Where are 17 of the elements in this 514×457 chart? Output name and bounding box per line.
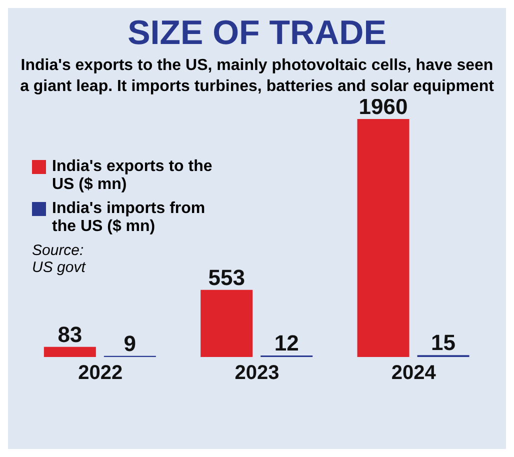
data-label: 83 bbox=[58, 322, 82, 347]
data-label: 12 bbox=[274, 330, 299, 356]
x-tick-label: 2022 bbox=[78, 362, 123, 384]
legend-label: India's imports from the US ($ mn) bbox=[52, 200, 206, 236]
chart-subtitle: India's exports to the US, mainly photovoltaic cells, have seen a giant leap. It imports turbines, batteries and solar equipment bbox=[19, 56, 495, 97]
data-label: 15 bbox=[431, 330, 456, 356]
data-label: 9 bbox=[124, 330, 136, 356]
legend-label: India's exports to the US ($ mn) bbox=[52, 158, 214, 194]
x-tick-label: 2024 bbox=[391, 362, 437, 384]
data-label: 553 bbox=[208, 264, 245, 290]
bar bbox=[44, 346, 96, 357]
data-label: 1960 bbox=[358, 94, 408, 119]
x-tick-label: 2023 bbox=[234, 362, 280, 384]
bar bbox=[357, 119, 410, 357]
chart-title: SIZE OF TRADE bbox=[126, 13, 388, 53]
annotation: Source: US govt bbox=[32, 242, 87, 276]
bar bbox=[200, 290, 253, 357]
